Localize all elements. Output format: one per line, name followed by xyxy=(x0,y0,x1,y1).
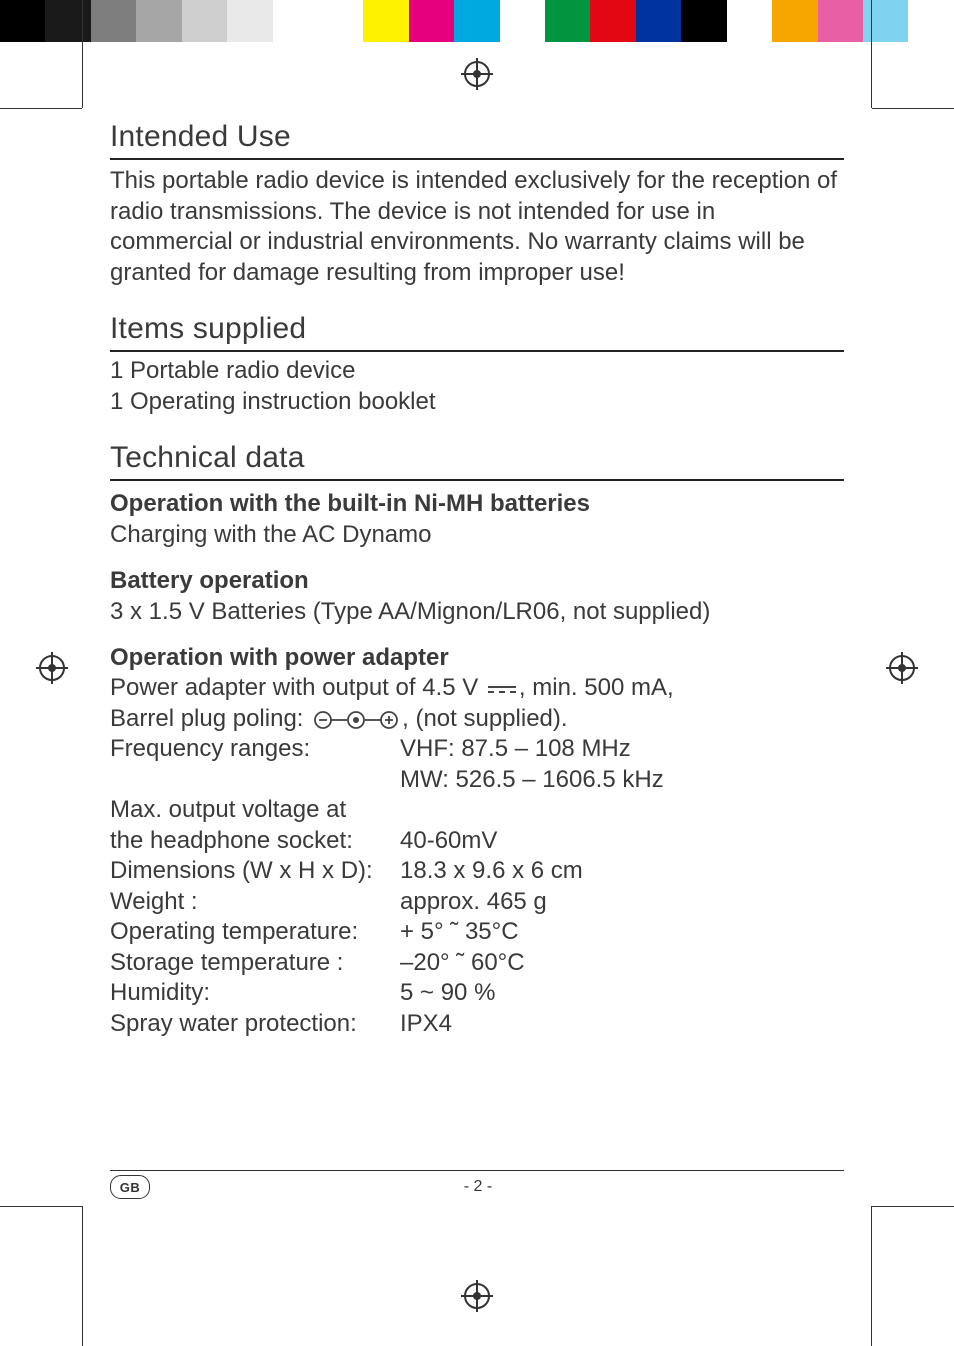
color-swatch xyxy=(863,0,908,42)
spec-row: Storage temperature :–20° ˜ 60°C xyxy=(110,948,844,978)
spec-label: Storage temperature : xyxy=(110,948,400,978)
color-swatch xyxy=(91,0,136,42)
color-swatch xyxy=(318,0,363,42)
spec-label: Humidity: xyxy=(110,978,400,1008)
crop-mark xyxy=(872,108,954,109)
color-swatch xyxy=(500,0,545,42)
color-swatch xyxy=(363,0,408,42)
spec-row: Dimensions (W x H x D):18.3 x 9.6 x 6 cm xyxy=(110,856,844,886)
dc-symbol-icon xyxy=(488,686,516,693)
spec-row: Weight :approx. 465 g xyxy=(110,887,844,917)
registration-mark-icon xyxy=(461,58,493,90)
color-swatch xyxy=(409,0,454,42)
spec-row: Max. output voltage at xyxy=(110,795,844,825)
spec-text-fragment: , (not supplied). xyxy=(402,705,567,732)
spec-text-fragment: Power adapter with output of 4.5 V xyxy=(110,674,478,701)
spec-value: approx. 465 g xyxy=(400,887,844,917)
spec-text: Barrel plug poling: , (not supplied). xyxy=(110,704,844,734)
color-swatch xyxy=(818,0,863,42)
spec-row: the headphone socket:40-60mV xyxy=(110,826,844,856)
color-swatch xyxy=(636,0,681,42)
spec-value: + 5° ˜ 35°C xyxy=(400,917,844,947)
crop-mark xyxy=(0,1206,82,1207)
registration-mark-icon xyxy=(36,652,68,684)
spec-row: MW: 526.5 – 1606.5 kHz xyxy=(110,765,844,795)
spec-label: Dimensions (W x H x D): xyxy=(110,856,400,886)
spec-row: Frequency ranges:VHF: 87.5 – 108 MHz xyxy=(110,734,844,764)
spec-value: –20° ˜ 60°C xyxy=(400,948,844,978)
color-swatch xyxy=(182,0,227,42)
spec-value: MW: 526.5 – 1606.5 kHz xyxy=(400,765,844,795)
polarity-symbol-icon xyxy=(313,710,399,730)
items-supplied-line: 1 Operating instruction booklet xyxy=(110,387,844,417)
spec-value: 18.3 x 9.6 x 6 cm xyxy=(400,856,844,886)
color-swatch xyxy=(772,0,817,42)
crop-mark xyxy=(82,0,83,108)
spec-row: Operating temperature:+ 5° ˜ 35°C xyxy=(110,917,844,947)
spec-text-fragment: Barrel plug poling: xyxy=(110,705,303,732)
color-swatch xyxy=(727,0,772,42)
spec-label: the headphone socket: xyxy=(110,826,400,856)
items-supplied-line: 1 Portable radio device xyxy=(110,356,844,386)
spec-value: IPX4 xyxy=(400,1009,844,1039)
spec-text: Charging with the AC Dynamo xyxy=(110,520,844,550)
color-swatch xyxy=(590,0,635,42)
spec-text: 3 x 1.5 V Batteries (Type AA/Mignon/LR06… xyxy=(110,597,844,627)
color-swatch xyxy=(681,0,726,42)
color-swatch xyxy=(545,0,590,42)
spec-row: Humidity:5 ~ 90 % xyxy=(110,978,844,1008)
color-swatch xyxy=(0,0,45,42)
spec-table: Frequency ranges:VHF: 87.5 – 108 MHzMW: … xyxy=(110,734,844,1039)
page-content: Intended Use This portable radio device … xyxy=(110,118,844,1039)
spec-subheading-nimh: Operation with the built-in Ni-MH batter… xyxy=(110,489,844,519)
color-swatch xyxy=(45,0,90,42)
section-heading-intended-use: Intended Use xyxy=(110,118,844,160)
crop-mark xyxy=(871,1206,872,1346)
spec-subheading-adapter: Operation with power adapter xyxy=(110,643,844,673)
page-number: - 2 - xyxy=(464,1178,492,1196)
registration-mark-icon xyxy=(886,652,918,684)
color-swatch xyxy=(454,0,499,42)
page-footer: GB - 2 - xyxy=(110,1170,844,1199)
spec-text-fragment: , min. 500 mA, xyxy=(519,674,674,701)
spec-label: Operating temperature: xyxy=(110,917,400,947)
spec-label: Weight : xyxy=(110,887,400,917)
crop-mark xyxy=(82,1206,83,1346)
color-swatch xyxy=(227,0,272,42)
crop-mark xyxy=(872,1206,954,1207)
section-heading-technical-data: Technical data xyxy=(110,439,844,481)
language-badge: GB xyxy=(110,1175,150,1199)
crop-mark xyxy=(871,0,872,108)
spec-value: 40-60mV xyxy=(400,826,844,856)
spec-label: Frequency ranges: xyxy=(110,734,400,764)
color-swatch xyxy=(908,0,953,42)
spec-text: Power adapter with output of 4.5 V , min… xyxy=(110,673,844,703)
color-swatch xyxy=(136,0,181,42)
spec-row: Spray water protection:IPX4 xyxy=(110,1009,844,1039)
spec-label xyxy=(110,765,400,795)
spec-label: Max. output voltage at xyxy=(110,795,400,825)
manual-page: Intended Use This portable radio device … xyxy=(0,0,954,1346)
intended-use-body: This portable radio device is intended e… xyxy=(110,166,844,288)
registration-mark-icon xyxy=(461,1280,493,1312)
section-heading-items-supplied: Items supplied xyxy=(110,310,844,352)
spec-value: 5 ~ 90 % xyxy=(400,978,844,1008)
spec-value: VHF: 87.5 – 108 MHz xyxy=(400,734,844,764)
spec-subheading-battery: Battery operation xyxy=(110,566,844,596)
color-swatch xyxy=(273,0,318,42)
crop-mark xyxy=(0,108,82,109)
spec-value xyxy=(400,795,844,825)
printer-color-bar xyxy=(0,0,954,42)
spec-label: Spray water protection: xyxy=(110,1009,400,1039)
